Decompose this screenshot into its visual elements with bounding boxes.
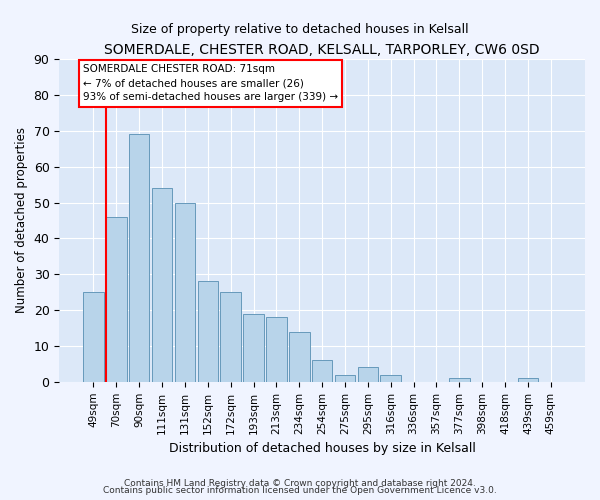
Bar — [358, 368, 378, 382]
Text: Contains public sector information licensed under the Open Government Licence v3: Contains public sector information licen… — [103, 486, 497, 495]
Bar — [266, 318, 287, 382]
Bar — [518, 378, 538, 382]
Bar — [243, 314, 264, 382]
Bar — [312, 360, 332, 382]
Bar — [83, 292, 104, 382]
Title: SOMERDALE, CHESTER ROAD, KELSALL, TARPORLEY, CW6 0SD: SOMERDALE, CHESTER ROAD, KELSALL, TARPOR… — [104, 42, 540, 56]
Text: Size of property relative to detached houses in Kelsall: Size of property relative to detached ho… — [131, 22, 469, 36]
Bar — [152, 188, 172, 382]
Bar — [380, 374, 401, 382]
Bar — [335, 374, 355, 382]
Text: SOMERDALE CHESTER ROAD: 71sqm
← 7% of detached houses are smaller (26)
93% of se: SOMERDALE CHESTER ROAD: 71sqm ← 7% of de… — [83, 64, 338, 102]
Bar — [289, 332, 310, 382]
Bar — [197, 282, 218, 382]
X-axis label: Distribution of detached houses by size in Kelsall: Distribution of detached houses by size … — [169, 442, 476, 455]
Text: Contains HM Land Registry data © Crown copyright and database right 2024.: Contains HM Land Registry data © Crown c… — [124, 478, 476, 488]
Bar — [175, 202, 195, 382]
Bar — [129, 134, 149, 382]
Bar — [220, 292, 241, 382]
Y-axis label: Number of detached properties: Number of detached properties — [15, 128, 28, 314]
Bar — [106, 217, 127, 382]
Bar — [449, 378, 470, 382]
